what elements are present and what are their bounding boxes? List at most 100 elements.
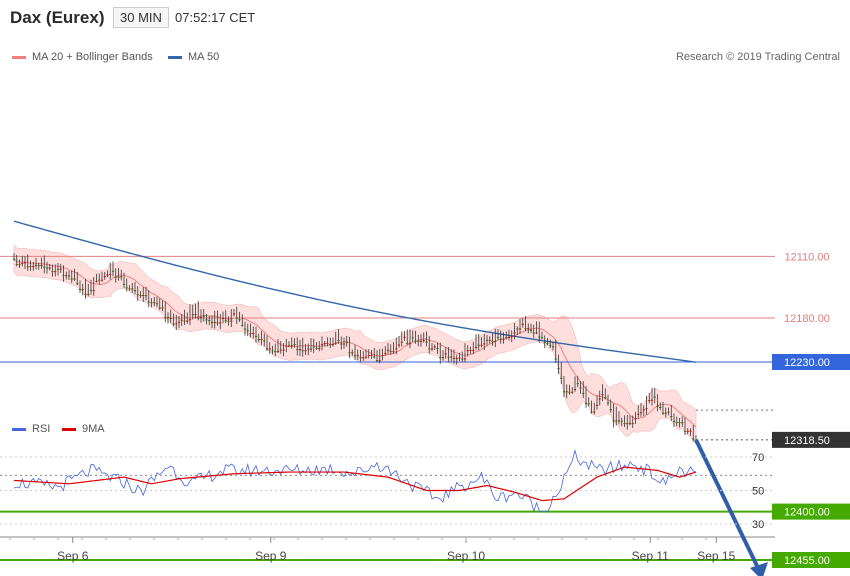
candle-body [450,356,453,358]
candle-body [230,320,233,322]
candle-body [309,348,313,350]
candle-body [23,262,27,264]
candle-body [241,324,244,326]
candle-body [378,360,381,362]
ma50-swatch [168,55,182,59]
legend-rsi-label: RSI [32,423,51,435]
candle-body [408,342,412,344]
candle-body [521,323,524,325]
candle-body [375,360,379,362]
candle-body [436,348,439,350]
candle-body [560,377,563,379]
candle-body [268,348,271,350]
candle-body [243,328,247,330]
candle-body [593,411,596,413]
candle-body [678,422,681,424]
candle-body [659,406,662,408]
candle-body [609,409,612,411]
chart-header: Dax (Eurex) 30 MIN 07:52:17 CET [0,0,850,38]
candle-body [670,415,673,417]
interval-selector[interactable]: 30 MIN [113,7,169,28]
candle-body [439,357,442,359]
candle-body [392,351,395,353]
x-label-4: Sep 15 [697,549,735,563]
candle-body [642,409,645,411]
candle-body [285,345,288,347]
candle-body [205,319,208,321]
candle-body [403,336,406,338]
candle-body [235,317,238,319]
candle-body [675,422,678,424]
candle-body [606,402,610,404]
candle-body [414,340,417,342]
candle-body [73,278,76,280]
candle-body [100,279,104,281]
candle-body [584,403,588,405]
x-label-1: Sep 9 [255,549,287,563]
candle-body [664,412,667,414]
candle-body [153,302,156,304]
candle-body [573,388,577,390]
level-tag-0 [772,552,850,568]
candle-body [524,328,527,330]
candle-body [81,288,84,290]
candle-body [62,275,65,277]
level-label-1: 12400.00 [784,507,830,519]
candle-body [601,394,604,396]
candle-body [595,404,599,406]
candle-body [125,287,128,289]
candle-body [686,430,689,432]
candle-body [351,352,354,354]
candle-body [199,317,203,319]
x-label-2: Sep 10 [447,549,485,563]
candle-body [540,337,544,339]
candle-body [48,267,51,269]
candle-body [345,342,348,344]
candle-body [45,267,49,269]
candle-body [208,320,211,322]
candle-body [304,350,307,352]
candle-body [67,275,71,277]
candle-body [356,355,359,357]
candle-body [367,355,370,357]
candle-body [631,423,634,425]
candle-body [535,332,538,334]
candle-body [301,350,304,352]
candle-body [329,344,332,346]
candle-body [689,430,692,432]
candle-body [12,258,16,260]
candle-body [683,430,687,432]
candle-body [139,295,142,297]
candle-body [298,349,302,351]
copyright: Research © 2019 Trading Central [675,51,840,63]
candle-body [34,264,38,266]
candle-body [323,343,326,345]
candle-body [271,350,274,352]
candle-body [21,262,24,264]
candle-body [78,288,82,290]
candle-body [469,349,472,351]
candle-body [458,357,461,359]
candle-body [144,295,148,297]
rsi-line [13,449,697,513]
candle-body [590,411,593,413]
legend-rsi-ma-label: 9MA [82,423,105,435]
candle-body [615,420,618,422]
candle-body [213,322,216,324]
instrument-title: Dax (Eurex) [10,8,105,27]
candle-body [554,358,557,360]
candle-body [133,290,137,292]
candle-body [227,320,230,322]
candle-body [147,301,150,303]
candle-body [598,398,601,400]
level-label-4: 12180.00 [784,313,830,325]
candle-body [419,340,423,342]
candle-body [219,322,222,324]
candle-body [348,352,351,354]
candle-body [293,344,296,346]
candle-body [334,342,337,344]
bollinger-swatch [12,55,26,59]
candle-body [84,293,87,295]
candle-body [661,412,665,414]
